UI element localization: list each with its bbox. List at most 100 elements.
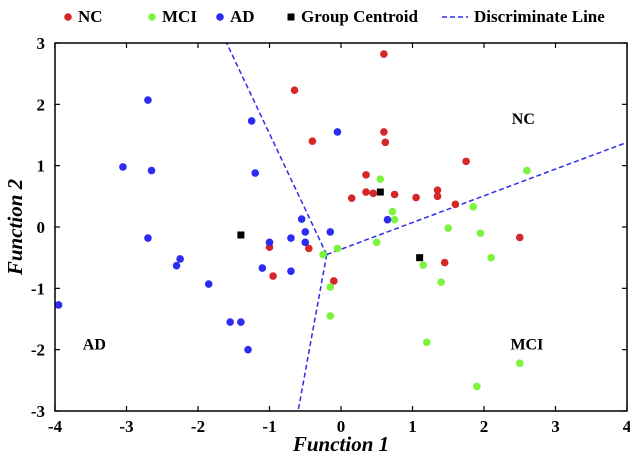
legend-label-nc: NC bbox=[78, 7, 103, 26]
legend-label-group-centroid: Group Centroid bbox=[301, 7, 419, 26]
legend-label-discriminate-line: Discriminate Line bbox=[474, 7, 605, 26]
nc-point bbox=[381, 138, 390, 147]
y-tick-label: -2 bbox=[31, 341, 45, 360]
nc-point bbox=[305, 244, 313, 253]
x-tick-label: -3 bbox=[119, 417, 133, 436]
nc-point bbox=[440, 258, 449, 267]
discriminate-line bbox=[225, 42, 328, 255]
region-label-ad: AD bbox=[83, 337, 106, 354]
ad-point bbox=[119, 163, 127, 171]
group-centroid-marker bbox=[237, 231, 245, 239]
nc-point bbox=[433, 192, 442, 201]
legend: NC MCI AD Group Centroid Discriminate Line bbox=[64, 7, 605, 26]
discriminate-line bbox=[297, 254, 328, 412]
mci-point bbox=[515, 359, 524, 367]
mci-point bbox=[388, 207, 397, 216]
data-points bbox=[54, 50, 531, 391]
ad-point bbox=[147, 166, 156, 175]
ad-point bbox=[258, 264, 267, 272]
nc-point bbox=[362, 171, 370, 179]
ad-point bbox=[54, 301, 63, 309]
nc-point bbox=[515, 233, 524, 242]
ad-point bbox=[383, 215, 392, 224]
legend-marker-nc bbox=[64, 13, 72, 21]
ad-point bbox=[144, 234, 152, 242]
x-tick-label: 4 bbox=[623, 417, 630, 436]
ad-point bbox=[204, 280, 213, 288]
x-tick-label: 0 bbox=[337, 417, 346, 436]
ad-point bbox=[144, 96, 152, 104]
mci-point bbox=[473, 382, 481, 391]
region-label-nc: NC bbox=[512, 111, 535, 128]
discriminant-lines bbox=[225, 42, 628, 412]
ad-point bbox=[333, 128, 342, 136]
mci-point bbox=[523, 166, 531, 175]
mci-point bbox=[476, 229, 485, 237]
ad-point bbox=[172, 261, 181, 270]
x-tick-label: 2 bbox=[480, 417, 489, 436]
ad-point bbox=[176, 255, 184, 263]
nc-point bbox=[433, 186, 442, 194]
nc-point bbox=[390, 190, 399, 199]
group-centroid-marker bbox=[376, 188, 384, 196]
nc-point bbox=[380, 128, 388, 136]
region-labels: NC MCI AD bbox=[83, 111, 544, 354]
ad-point bbox=[326, 228, 335, 236]
legend-label-mci: MCI bbox=[162, 7, 197, 26]
mci-point bbox=[419, 261, 428, 269]
mci-point bbox=[423, 338, 431, 347]
x-tick-label: -1 bbox=[262, 417, 276, 436]
nc-point bbox=[290, 86, 299, 95]
ad-point bbox=[237, 318, 245, 326]
legend-marker-mci bbox=[148, 13, 156, 21]
y-tick-label: -3 bbox=[31, 402, 45, 421]
nc-point bbox=[347, 194, 356, 202]
y-tick-label: 2 bbox=[37, 95, 46, 114]
ad-point bbox=[226, 318, 234, 326]
mci-point bbox=[326, 283, 335, 291]
mci-point bbox=[372, 238, 381, 247]
mci-point bbox=[390, 215, 399, 224]
ad-point bbox=[301, 238, 310, 247]
legend-marker-ad bbox=[216, 13, 224, 21]
discriminate-line bbox=[326, 141, 628, 256]
nc-point bbox=[308, 137, 317, 145]
y-tick-label: 1 bbox=[37, 157, 46, 176]
legend-marker-group-centroid bbox=[287, 13, 295, 21]
ad-point bbox=[287, 234, 295, 242]
nc-point bbox=[330, 277, 338, 285]
mci-point bbox=[469, 202, 478, 211]
x-tick-label: -4 bbox=[48, 417, 63, 436]
x-tick-label: -2 bbox=[191, 417, 205, 436]
mci-point bbox=[437, 278, 445, 287]
legend-label-ad: AD bbox=[230, 7, 255, 26]
nc-point bbox=[451, 200, 460, 209]
y-tick-label: -1 bbox=[31, 279, 45, 298]
nc-point bbox=[369, 189, 377, 198]
plot-frame bbox=[54, 42, 628, 412]
ad-point bbox=[301, 228, 310, 236]
nc-point bbox=[380, 50, 388, 58]
group-centroid-marker bbox=[416, 254, 424, 262]
mci-point bbox=[326, 312, 335, 320]
x-axis-label: Function 1 bbox=[292, 432, 389, 456]
y-tick-label: 0 bbox=[37, 218, 46, 237]
region-label-mci: MCI bbox=[510, 337, 543, 354]
nc-point bbox=[269, 272, 277, 280]
mci-point bbox=[444, 224, 453, 233]
nc-point bbox=[362, 188, 370, 196]
x-tick-label: 3 bbox=[551, 417, 560, 436]
mci-point bbox=[376, 175, 385, 183]
ad-point bbox=[247, 117, 256, 125]
ad-point bbox=[287, 267, 295, 275]
mci-point bbox=[319, 250, 327, 259]
mci-point bbox=[487, 253, 495, 262]
x-tick-label: 1 bbox=[408, 417, 417, 436]
nc-point bbox=[462, 157, 470, 166]
y-tick-label: 3 bbox=[37, 34, 46, 53]
ad-point bbox=[297, 215, 306, 223]
ad-point bbox=[251, 169, 259, 177]
nc-point bbox=[412, 193, 420, 202]
